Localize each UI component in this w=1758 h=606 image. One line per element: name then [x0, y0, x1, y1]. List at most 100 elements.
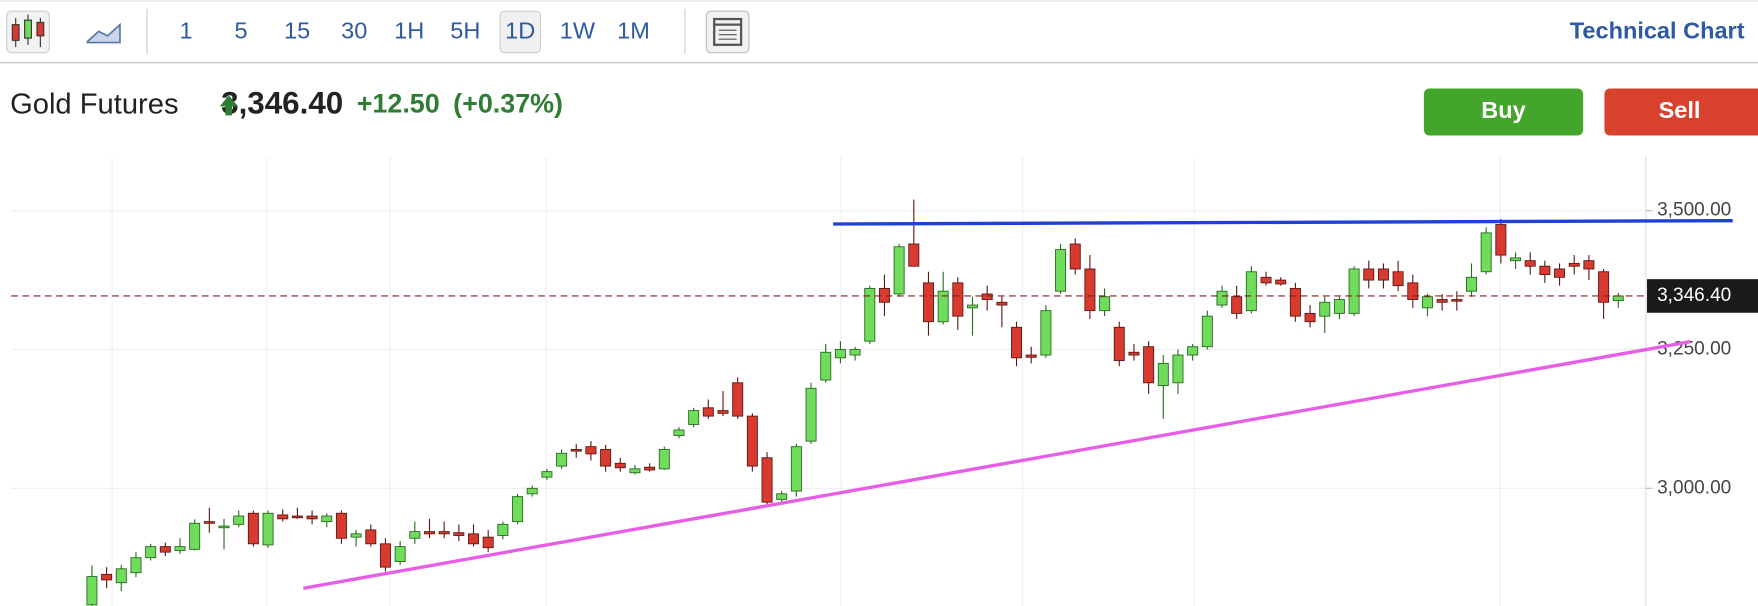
candle-body	[614, 462, 626, 469]
candle-body	[805, 387, 817, 442]
technical-chart-title[interactable]: Technical Chart	[1570, 18, 1745, 44]
interval-button[interactable]: 1M	[617, 18, 650, 44]
candle-body	[101, 573, 113, 581]
candle-body	[746, 415, 758, 467]
candle-body	[1069, 243, 1081, 270]
interval-button[interactable]: 1D	[505, 18, 535, 44]
candle-body	[981, 293, 993, 300]
candle-body	[1539, 265, 1551, 275]
candle-body	[585, 446, 597, 455]
layout-icon[interactable]	[705, 10, 750, 54]
interval-button[interactable]: 30	[341, 18, 367, 44]
candle-body	[967, 304, 978, 309]
candle-body	[644, 466, 656, 471]
buy-button[interactable]: Buy	[1423, 88, 1584, 136]
candle-body	[673, 429, 685, 436]
candle-body	[717, 410, 729, 414]
instrument-header: Gold Futures 3,346.40 +12.50 (+0.37%)	[10, 86, 563, 121]
sell-label[interactable]: Sell	[1659, 97, 1701, 123]
interval-button[interactable]: 5H	[450, 18, 480, 44]
candle-body	[321, 515, 333, 523]
candle-body	[1084, 268, 1096, 312]
candle-body	[335, 512, 347, 539]
candle-body	[233, 515, 245, 525]
candle-body	[1466, 276, 1477, 292]
candle-body	[1319, 301, 1331, 317]
change: +12.50	[357, 88, 440, 118]
candle-body	[996, 301, 1008, 306]
candle-body	[937, 290, 949, 323]
y-tick-label: 3,250.00	[1657, 339, 1731, 360]
candle-body	[1099, 296, 1111, 312]
candle-body	[438, 531, 450, 535]
candle-icon[interactable]	[6, 10, 50, 54]
candle-body	[761, 457, 773, 503]
interval-button[interactable]: 1	[180, 18, 193, 44]
interval-bar: 1 5 15 30 1H 5H 1D 1W 1M	[180, 10, 650, 54]
candle-body	[174, 546, 186, 551]
candle-body	[218, 525, 230, 529]
candle-body	[1172, 354, 1184, 384]
candle-body	[159, 546, 171, 553]
change-percent: (+0.37%)	[453, 88, 563, 118]
candle-body	[277, 514, 289, 520]
candle-body	[1451, 299, 1463, 302]
candle-body	[776, 493, 788, 500]
y-tick-label: 3,000.00	[1657, 477, 1731, 498]
candle-body	[189, 522, 201, 550]
candle-body	[600, 448, 612, 467]
interval-button[interactable]: 15	[284, 18, 310, 44]
trendline	[833, 218, 1733, 226]
candle-body	[145, 546, 157, 559]
candle-body	[1524, 260, 1536, 267]
buy-label[interactable]: Buy	[1481, 97, 1525, 123]
candle-body	[1348, 268, 1360, 314]
candle-body	[1495, 224, 1507, 256]
candle-body	[247, 512, 259, 545]
interval-button[interactable]: 1H	[394, 18, 424, 44]
instrument-name: Gold Futures	[10, 88, 178, 120]
candle-body	[526, 487, 538, 495]
candle-body	[1025, 354, 1037, 358]
candle-body	[291, 515, 303, 519]
interval-button[interactable]: 1W	[560, 18, 596, 44]
sell-button-bg[interactable]	[1604, 88, 1758, 136]
time-grid	[111, 156, 1501, 606]
candle-body	[878, 287, 890, 303]
candle-body	[1275, 279, 1287, 285]
sell-button[interactable]: Sell	[1604, 88, 1758, 136]
interval-button[interactable]: 5	[235, 18, 248, 44]
last-price-box	[1647, 279, 1758, 313]
candle-body	[379, 543, 391, 568]
candle-body	[86, 576, 98, 606]
candle-body	[1128, 351, 1140, 356]
candle-body	[1260, 276, 1272, 284]
candle-body	[1040, 310, 1052, 356]
candle-body	[423, 531, 435, 535]
candle-body	[834, 349, 846, 359]
candle-body	[1143, 346, 1155, 384]
candle-body	[893, 246, 905, 295]
candle-body	[1568, 262, 1580, 267]
candle-body	[115, 568, 127, 584]
candle-body	[409, 531, 421, 539]
candle-body	[864, 287, 876, 342]
candle-body	[1216, 290, 1228, 306]
candle-body	[1304, 312, 1316, 323]
y-tick-label: 3,500.00	[1657, 200, 1731, 221]
candle-body	[849, 349, 861, 356]
buy-button-bg[interactable]	[1423, 88, 1584, 136]
candle-body	[952, 282, 964, 317]
selected-interval-box[interactable]	[499, 10, 541, 54]
candle-body	[1407, 282, 1419, 300]
candle-body	[1187, 346, 1199, 356]
candle-body	[1583, 260, 1595, 270]
candle-body	[790, 446, 802, 492]
candle-body	[350, 533, 362, 538]
candle-body	[922, 282, 934, 323]
candle-body	[1554, 268, 1566, 278]
line-icon[interactable]	[86, 22, 121, 44]
candle-body	[203, 521, 215, 524]
